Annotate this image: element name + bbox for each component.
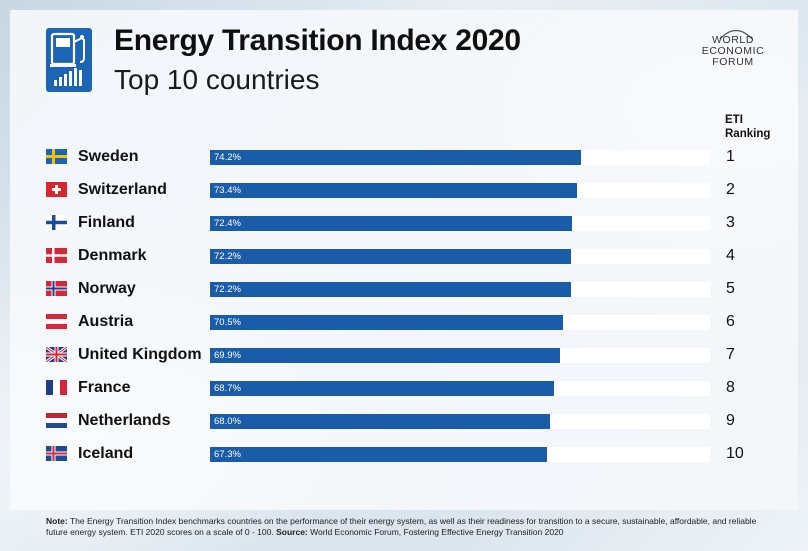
rank-value: 6 [726, 313, 735, 330]
bar [210, 414, 550, 429]
fuel-pump-chart-icon [46, 28, 92, 92]
value-label: 68.7% [214, 383, 241, 394]
bar [210, 183, 577, 198]
country-label: France [78, 379, 131, 396]
sweden-flag-icon [46, 149, 67, 164]
country-label: Sweden [78, 148, 139, 165]
value-label: 68.0% [214, 416, 241, 427]
bar-row: United Kingdom 69.9% 7 [0, 345, 808, 365]
bar [210, 282, 571, 297]
rank-value: 7 [726, 346, 735, 363]
value-label: 72.2% [214, 284, 241, 295]
country-label: Austria [78, 313, 134, 330]
value-label: 73.4% [214, 185, 241, 196]
netherlands-flag-icon [46, 413, 67, 428]
rank-value: 10 [726, 445, 744, 462]
value-label: 74.2% [214, 152, 241, 163]
bar [210, 216, 572, 231]
country-label: Finland [78, 214, 135, 231]
bar [210, 348, 560, 363]
country-label: Iceland [78, 445, 134, 462]
bar-row: Finland 72.4% 3 [0, 213, 808, 233]
norway-flag-icon [46, 281, 67, 296]
bar-row: Denmark 72.2% 4 [0, 246, 808, 266]
rank-value: 9 [726, 412, 735, 429]
value-label: 70.5% [214, 317, 241, 328]
bar-row: Sweden 74.2% 1 [0, 147, 808, 167]
bar-row: Austria 70.5% 6 [0, 312, 808, 332]
wef-logo: WORLD ECONOMIC FORUM [701, 34, 765, 68]
rank-value: 2 [726, 181, 735, 198]
bar [210, 150, 581, 165]
denmark-flag-icon [46, 248, 67, 263]
united-kingdom-flag-icon [46, 347, 67, 362]
bar [210, 447, 547, 462]
bar [210, 249, 571, 264]
value-label: 72.2% [214, 251, 241, 262]
rank-value: 8 [726, 379, 735, 396]
finland-flag-icon [46, 215, 67, 230]
austria-flag-icon [46, 314, 67, 329]
footnote: Note: The Energy Transition Index benchm… [46, 516, 757, 537]
france-flag-icon [46, 380, 67, 395]
value-label: 69.9% [214, 350, 241, 361]
value-label: 67.3% [214, 449, 241, 460]
rank-value: 1 [726, 148, 735, 165]
bar-row: Netherlands 68.0% 9 [0, 411, 808, 431]
bar-row: France 68.7% 8 [0, 378, 808, 398]
country-label: Norway [78, 280, 136, 297]
rank-column-header: ETI Ranking [725, 114, 771, 140]
country-label: Switzerland [78, 181, 167, 198]
chart-title: Energy Transition Index 2020 [114, 24, 521, 57]
rank-value: 3 [726, 214, 735, 231]
bar-row: Norway 72.2% 5 [0, 279, 808, 299]
switzerland-flag-icon [46, 182, 67, 197]
iceland-flag-icon [46, 446, 67, 461]
chart-subtitle: Top 10 countries [114, 64, 320, 95]
wef-arc-icon [719, 29, 753, 40]
country-label: Netherlands [78, 412, 171, 429]
bar-row: Switzerland 73.4% 2 [0, 180, 808, 200]
bar [210, 381, 554, 396]
rank-value: 5 [726, 280, 735, 297]
bar-row: Iceland 67.3% 10 [0, 444, 808, 464]
country-label: Denmark [78, 247, 147, 264]
country-label: United Kingdom [78, 346, 202, 363]
bar [210, 315, 563, 330]
value-label: 72.4% [214, 218, 241, 229]
rank-value: 4 [726, 247, 735, 264]
